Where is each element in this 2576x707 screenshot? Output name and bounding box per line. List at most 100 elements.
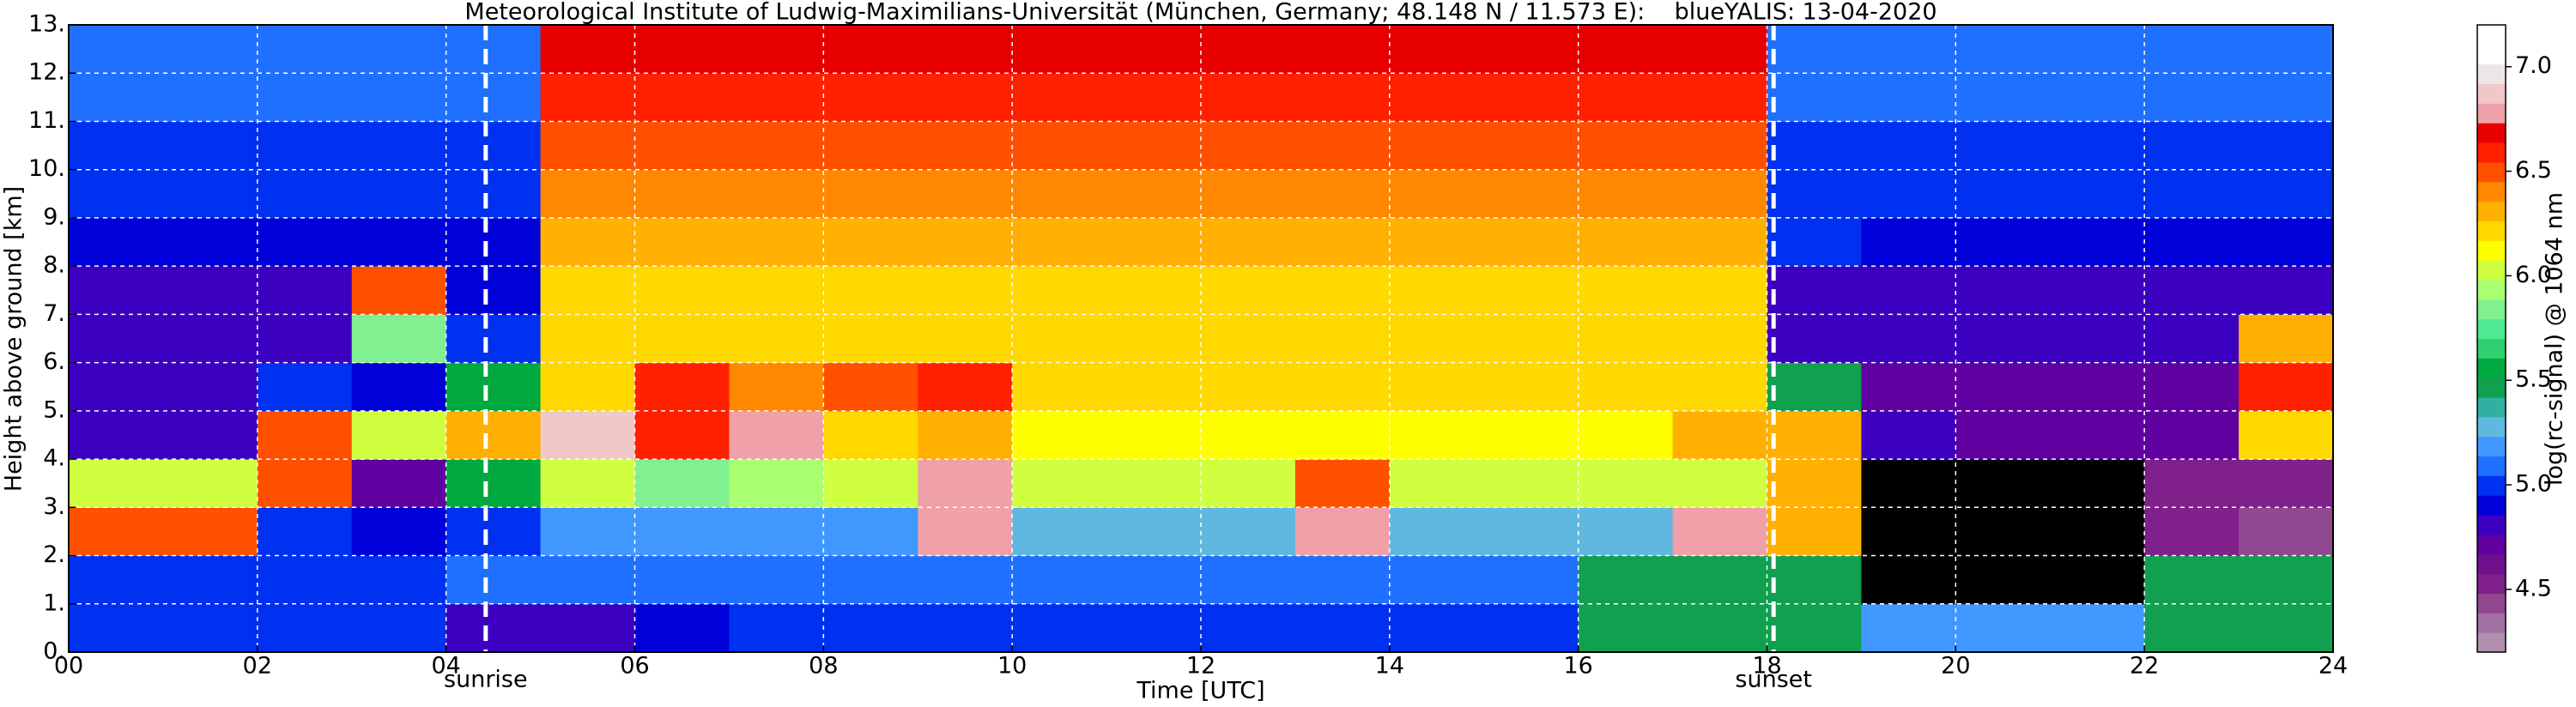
cell — [1483, 217, 1579, 267]
cell — [445, 25, 542, 74]
x-tick-label: 02 — [243, 653, 272, 680]
cell — [1106, 410, 1202, 460]
cell — [1106, 266, 1202, 315]
cell — [1483, 362, 1579, 412]
cell — [1294, 555, 1391, 605]
cell — [729, 314, 824, 364]
colorbar-segment — [2477, 378, 2506, 398]
cell — [918, 555, 1013, 605]
cell — [823, 362, 918, 412]
cell — [1106, 73, 1202, 122]
cell — [1389, 459, 1485, 508]
cell — [823, 217, 918, 267]
y-tick-label: 8. — [43, 252, 65, 279]
cell — [540, 459, 635, 508]
x-tick-label: 12 — [1186, 653, 1215, 680]
cell — [1483, 121, 1579, 171]
cell — [69, 169, 164, 219]
cell — [1294, 121, 1391, 171]
cell — [1106, 362, 1202, 412]
cell — [351, 121, 447, 171]
cell — [1955, 73, 2051, 122]
cell — [445, 73, 542, 122]
cell — [918, 410, 1013, 460]
x-tick-label: 18 — [1752, 653, 1781, 680]
cell — [1955, 217, 2051, 267]
cell — [2144, 121, 2240, 171]
cell — [351, 314, 447, 364]
cell — [1578, 459, 1674, 508]
cell — [1672, 507, 1767, 557]
cell — [1955, 121, 2051, 171]
cell — [1578, 266, 1674, 315]
x-axis-label: Time [UTC] — [1136, 678, 1264, 704]
cell — [257, 555, 353, 605]
cell — [1201, 362, 1296, 412]
cell — [1672, 266, 1767, 315]
cell — [634, 459, 730, 508]
cell — [162, 314, 258, 364]
cell — [1483, 507, 1579, 557]
cell — [1578, 410, 1674, 460]
cell — [1389, 121, 1485, 171]
cell — [1767, 121, 1862, 171]
cell — [823, 266, 918, 315]
annotation-label: sunset — [1735, 667, 1812, 693]
cell — [257, 121, 353, 171]
cell — [1672, 314, 1767, 364]
cell — [1201, 266, 1296, 315]
cell — [1294, 459, 1391, 508]
cell — [1578, 121, 1674, 171]
cell — [162, 25, 258, 74]
cell — [1861, 266, 1956, 315]
cell — [1483, 410, 1579, 460]
colorbar-segment — [2477, 593, 2506, 613]
cell — [445, 603, 542, 653]
cell — [445, 507, 542, 557]
cell — [1012, 555, 1107, 605]
cell — [1483, 459, 1579, 508]
cell — [69, 73, 164, 122]
cell — [1294, 217, 1391, 267]
cell — [823, 121, 918, 171]
cell — [2144, 362, 2240, 412]
cell — [1201, 25, 1296, 74]
cell — [257, 362, 353, 412]
cell — [2144, 73, 2240, 122]
cell — [540, 266, 635, 315]
cell — [2239, 459, 2334, 508]
cell — [351, 73, 447, 122]
cell — [1955, 169, 2051, 219]
cell — [257, 217, 353, 267]
colorbar-segment — [2477, 221, 2506, 241]
cell — [257, 25, 353, 74]
cell — [1294, 603, 1391, 653]
cell — [1106, 459, 1202, 508]
cell — [1672, 555, 1767, 605]
cell — [729, 459, 824, 508]
cell — [162, 603, 258, 653]
cell — [2239, 25, 2334, 74]
colorbar-segment — [2477, 240, 2506, 261]
cell — [2239, 217, 2334, 267]
cell — [257, 169, 353, 219]
cell — [1201, 459, 1296, 508]
cell — [634, 121, 730, 171]
cell — [540, 25, 635, 74]
cell — [2050, 73, 2145, 122]
cell — [2144, 410, 2240, 460]
cell — [1012, 73, 1107, 122]
cell — [1672, 169, 1767, 219]
cell — [540, 73, 635, 122]
cell — [69, 555, 164, 605]
cell — [351, 603, 447, 653]
cell — [918, 73, 1013, 122]
cell — [445, 121, 542, 171]
y-tick-label: 0. — [43, 638, 65, 665]
cell — [1767, 603, 1862, 653]
x-tick-label: 06 — [620, 653, 649, 680]
cell — [1861, 362, 1956, 412]
cell — [918, 362, 1013, 412]
cell — [1012, 266, 1107, 315]
